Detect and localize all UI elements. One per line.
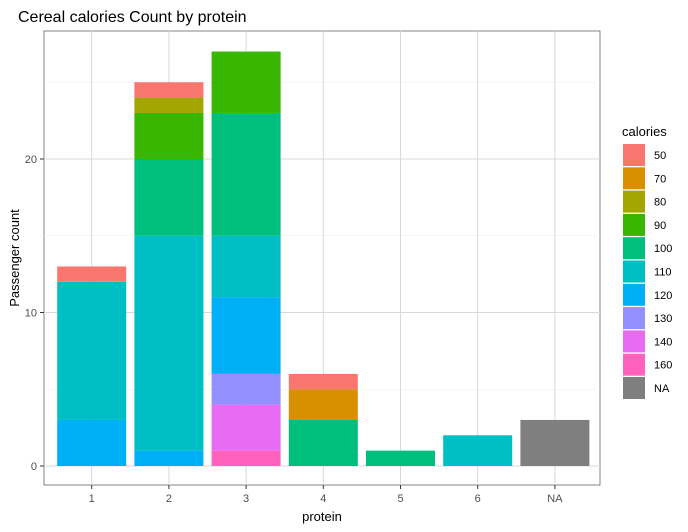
- legend-label-110: 110: [654, 267, 672, 279]
- bar-segment-2-80: [134, 97, 204, 113]
- x-tick-label: NA: [547, 493, 563, 505]
- bar-segment-3-90: [211, 51, 281, 113]
- bar-segment-3-130: [211, 373, 281, 405]
- legend-swatch-140: [623, 330, 645, 353]
- legend-label-130: 130: [654, 313, 672, 325]
- x-tick-label: 1: [89, 493, 95, 505]
- legend-label-120: 120: [654, 290, 672, 302]
- x-tick-label: 3: [243, 493, 249, 505]
- bar-segment-3-160: [211, 450, 281, 466]
- bar-segment-2-50: [134, 82, 204, 98]
- y-tick-label: 20: [25, 154, 37, 166]
- bar-segment-2-100: [134, 159, 204, 236]
- x-tick-label: 2: [166, 493, 172, 505]
- x-tick-label: 4: [320, 493, 326, 505]
- legend-label-100: 100: [654, 243, 672, 255]
- legend-swatch-70: [623, 167, 645, 190]
- legend-swatch-NA: [623, 377, 645, 399]
- legend-swatch-100: [623, 237, 645, 260]
- x-tick-label: 5: [397, 493, 403, 505]
- legend-label-140: 140: [654, 336, 672, 348]
- bar-segment-1-110: [57, 281, 127, 420]
- bar-segment-4-50: [288, 373, 358, 390]
- bar-segment-3-120: [211, 297, 281, 374]
- bar-segment-4-100: [288, 419, 358, 466]
- bar-segment-3-140: [211, 404, 281, 451]
- bar-segment-1-120: [57, 419, 127, 466]
- chart-title: Cereal calories Count by protein: [18, 9, 247, 26]
- bar-segment-3-100: [211, 112, 281, 236]
- legend: calories 50 70 80 90 100 110 120 130 140 160 NA: [622, 124, 672, 399]
- x-tick-label: 6: [475, 493, 481, 505]
- bar-segment-6-110: [443, 435, 513, 466]
- legend-label-160: 160: [654, 360, 672, 372]
- y-tick-label: 10: [25, 308, 37, 320]
- y-axis-title: Passenger count: [7, 209, 22, 307]
- legend-swatch-50: [623, 144, 645, 166]
- legend-title: calories: [622, 124, 667, 139]
- legend-swatch-110: [623, 260, 645, 283]
- legend-label-80: 80: [654, 197, 666, 209]
- y-tick-label: 0: [31, 461, 37, 473]
- bar-segment-5-100: [366, 450, 435, 466]
- bar-segment-2-90: [134, 112, 204, 159]
- legend-label-NA: NA: [654, 383, 670, 395]
- bar-segment-2-120: [134, 450, 204, 466]
- legend-swatch-130: [623, 307, 645, 330]
- bar-segment-1-50: [57, 266, 127, 282]
- x-axis-title: protein: [302, 509, 342, 524]
- legend-swatch-80: [623, 190, 645, 213]
- legend-swatch-90: [623, 213, 645, 236]
- legend-swatch-160: [623, 353, 645, 376]
- bar-segment-NA-NA: [520, 419, 590, 466]
- legend-label-90: 90: [654, 220, 666, 232]
- bar-segment-2-110: [134, 235, 204, 451]
- legend-swatch-120: [623, 283, 645, 306]
- legend-label-50: 50: [654, 150, 666, 162]
- axis-layer: 0 10 20 1 2 3 4 5 6 NA: [25, 154, 563, 505]
- bar-segment-3-110: [211, 235, 281, 298]
- bar-layer: [57, 51, 590, 466]
- bar-segment-4-70: [288, 389, 358, 420]
- legend-label-70: 70: [654, 173, 666, 185]
